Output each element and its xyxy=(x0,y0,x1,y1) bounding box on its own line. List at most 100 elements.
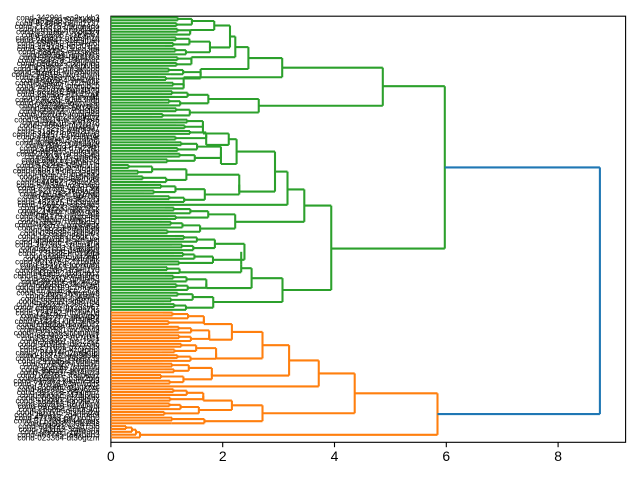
svg-text:cond-318699-o7y22t1t: cond-318699-o7y22t1t xyxy=(20,144,101,153)
svg-text:cond-966851-zgli4upa: cond-966851-zgli4upa xyxy=(20,428,100,437)
svg-text:cond-552312-qmljel53: cond-552312-qmljel53 xyxy=(20,274,100,283)
svg-text:cond-422535-7sfqm9ri: cond-422535-7sfqm9ri xyxy=(20,362,100,371)
svg-text:cond-778528-li16dh7j: cond-778528-li16dh7j xyxy=(23,360,100,369)
svg-text:cond-474517-ejoz9xfz: cond-474517-ejoz9xfz xyxy=(21,209,100,218)
svg-text:cond-421993-pd7oodg0: cond-421993-pd7oodg0 xyxy=(15,414,101,423)
svg-text:cond-906594-bfobrcl4: cond-906594-bfobrcl4 xyxy=(22,158,100,167)
svg-text:cond-439533-qigct2cx: cond-439533-qigct2cx xyxy=(21,204,100,213)
svg-text:cond-482175-t1q3tmy4: cond-482175-t1q3tmy4 xyxy=(17,198,100,207)
svg-text:cond-482477-hbpkt9a9: cond-482477-hbpkt9a9 xyxy=(17,169,100,178)
svg-text:cond-313678-p452bfso: cond-313678-p452bfso xyxy=(17,127,100,136)
svg-text:cond-583132-p5bx9x39: cond-583132-p5bx9x39 xyxy=(16,354,101,363)
svg-text:cond-527111-f1gxi9d9: cond-527111-f1gxi9d9 xyxy=(21,243,100,252)
svg-text:cond-492519-jwtzift9: cond-492519-jwtzift9 xyxy=(26,292,100,301)
svg-text:6: 6 xyxy=(442,448,450,464)
svg-text:cond-997995-uj2e42tr: cond-997995-uj2e42tr xyxy=(21,277,100,286)
svg-text:cond-733221-sg687cvi: cond-733221-sg687cvi xyxy=(19,297,100,306)
svg-text:cond-236231-00v830dn: cond-236231-00v830dn xyxy=(15,96,100,105)
svg-text:cond-075273-wqvrr9a7: cond-075273-wqvrr9a7 xyxy=(17,124,100,133)
svg-text:cond-824896-n8mtzx27: cond-824896-n8mtzx27 xyxy=(16,19,101,28)
svg-text:cond-598262-ctxcwnpg: cond-598262-ctxcwnpg xyxy=(17,59,100,68)
svg-text:cond-593174-0hicct5h: cond-593174-0hicct5h xyxy=(20,215,99,224)
svg-text:cond-319314-hcw81xe6: cond-319314-hcw81xe6 xyxy=(14,116,100,125)
svg-text:cond-804436-u322n64k: cond-804436-u322n64k xyxy=(15,79,101,88)
svg-text:cond-897028-n9u47yul: cond-897028-n9u47yul xyxy=(18,402,100,411)
svg-text:cond-133387-i1lr3pe2: cond-133387-i1lr3pe2 xyxy=(22,30,100,39)
svg-text:cond-342901-ca2xvkb3: cond-342901-ca2xvkb3 xyxy=(16,13,100,22)
svg-text:cond-004991-vs3875i6: cond-004991-vs3875i6 xyxy=(18,422,100,431)
svg-text:cond-743152-3qlavsml: cond-743152-3qlavsml xyxy=(19,425,100,434)
svg-text:cond-738347-mx23sy67: cond-738347-mx23sy67 xyxy=(14,303,100,312)
svg-text:cond-406088-mx1evuht: cond-406088-mx1evuht xyxy=(16,73,101,82)
svg-text:cond-367365-3z0gu1uq: cond-367365-3z0gu1uq xyxy=(15,240,100,249)
svg-text:cond-047277-afbqnj97: cond-047277-afbqnj97 xyxy=(20,314,101,323)
svg-text:cond-713315-b9ooaedo: cond-713315-b9ooaedo xyxy=(15,22,101,31)
svg-text:cond-024455-aljzejbf: cond-024455-aljzejbf xyxy=(25,252,100,261)
svg-text:cond-353462-t3uea3ge: cond-353462-t3uea3ge xyxy=(17,45,100,54)
svg-text:cond-998679-9c2mu46j: cond-998679-9c2mu46j xyxy=(16,283,100,292)
svg-text:2: 2 xyxy=(219,448,227,464)
svg-text:0: 0 xyxy=(107,448,115,464)
svg-text:cond-874296-5f4w0vug: cond-874296-5f4w0vug xyxy=(16,161,100,170)
svg-text:cond-007661-52efujei: cond-007661-52efujei xyxy=(22,235,100,244)
svg-text:cond-731585-hro199br: cond-731585-hro199br xyxy=(18,249,100,258)
svg-text:cond-937346-5byvzk3i: cond-937346-5byvzk3i xyxy=(19,101,100,110)
svg-text:cond-851656-dstwg6nj: cond-851656-dstwg6nj xyxy=(19,246,100,255)
svg-text:cond-685361-xobugvji: cond-685361-xobugvji xyxy=(21,311,100,320)
svg-text:cond-258815-p3hr2pjg: cond-258815-p3hr2pjg xyxy=(19,374,100,383)
svg-text:cond-838425-epxsk28t: cond-838425-epxsk28t xyxy=(18,47,100,56)
svg-text:cond-048175-qyxgo4b9: cond-048175-qyxgo4b9 xyxy=(16,212,101,221)
svg-text:cond-928451-fust21k2: cond-928451-fust21k2 xyxy=(20,337,100,346)
svg-text:cond-586923-kl0blv0p: cond-586923-kl0blv0p xyxy=(21,62,100,71)
svg-text:cond-791769-my5zpjag: cond-791769-my5zpjag xyxy=(16,84,100,93)
svg-text:cond-256746-9c3fuquh: cond-256746-9c3fuquh xyxy=(17,164,99,173)
svg-text:cond-463745-taqxpdh3: cond-463745-taqxpdh3 xyxy=(17,431,100,440)
svg-text:cond-396907-8st4pzt3: cond-396907-8st4pzt3 xyxy=(20,368,100,377)
svg-text:cond-117758-g26oc7t3: cond-117758-g26oc7t3 xyxy=(18,232,100,241)
svg-text:cond-937452-hktgbtyz: cond-937452-hktgbtyz xyxy=(20,113,99,122)
svg-text:cond-214562-mi8x76rk: cond-214562-mi8x76rk xyxy=(18,206,101,215)
svg-text:cond-053100-pmbjpi4h: cond-053100-pmbjpi4h xyxy=(18,110,100,119)
svg-text:cond-437575-9rsh8yzw: cond-437575-9rsh8yzw xyxy=(16,408,99,417)
svg-text:cond-294019-1wu16hym: cond-294019-1wu16hym xyxy=(12,70,100,79)
svg-text:cond-230913-b2u0j0n0: cond-230913-b2u0j0n0 xyxy=(17,399,100,408)
svg-text:cond-431713-bdvpine9: cond-431713-bdvpine9 xyxy=(18,223,100,232)
svg-text:cond-365414-w6z8vbhq: cond-365414-w6z8vbhq xyxy=(14,67,99,76)
svg-text:cond-516940-4qod4k7y: cond-516940-4qod4k7y xyxy=(16,397,100,406)
svg-text:cond-400842-5gas442v: cond-400842-5gas442v xyxy=(16,138,100,147)
svg-text:cond-498182-jkvcbfcq: cond-498182-jkvcbfcq xyxy=(21,365,99,374)
svg-text:cond-297021-pxxycj2x: cond-297021-pxxycj2x xyxy=(20,343,100,352)
svg-text:cond-570596-rdezx6kb: cond-570596-rdezx6kb xyxy=(18,340,100,349)
svg-text:cond-098050-d467kd6f: cond-098050-d467kd6f xyxy=(17,39,100,48)
svg-text:cond-493618-ojrjedkt: cond-493618-ojrjedkt xyxy=(24,152,100,161)
svg-text:cond-634957-97w19vw3: cond-634957-97w19vw3 xyxy=(12,130,100,139)
svg-text:cond-846564-9im0yltz: cond-846564-9im0yltz xyxy=(21,76,100,85)
svg-text:cond-270289-vg2g73aj: cond-270289-vg2g73aj xyxy=(18,184,100,193)
svg-text:cond-518888-9by4cyxq: cond-518888-9by4cyxq xyxy=(16,323,99,332)
svg-text:cond-543039-ff5e8ii4: cond-543039-ff5e8ii4 xyxy=(25,16,101,25)
svg-text:4: 4 xyxy=(331,448,339,464)
svg-text:cond-836675-kxtufdjk: cond-836675-kxtufdjk xyxy=(23,255,100,264)
svg-text:cond-980841-iqhg9jrs: cond-980841-iqhg9jrs xyxy=(22,50,99,59)
svg-text:cond-240415-2q4nm8r9: cond-240415-2q4nm8r9 xyxy=(14,411,100,420)
svg-text:cond-623924-d4x9g7hs: cond-623924-d4x9g7hs xyxy=(16,306,100,315)
svg-text:cond-810801-pk054nzd: cond-810801-pk054nzd xyxy=(16,33,100,42)
svg-text:cond-614978-tcozdant: cond-614978-tcozdant xyxy=(20,260,100,269)
svg-text:cond-554665-dvevg9ys: cond-554665-dvevg9ys xyxy=(16,289,99,298)
svg-text:cond-797480-g1iqxzxc: cond-797480-g1iqxzxc xyxy=(19,382,100,391)
svg-text:cond-816453-vke6h76m: cond-816453-vke6h76m xyxy=(13,272,100,281)
svg-text:cond-675339-yo0cu4yy: cond-675339-yo0cu4yy xyxy=(16,181,99,190)
svg-text:cond-020539-ublqdi07: cond-020539-ublqdi07 xyxy=(20,229,100,238)
svg-text:cond-405377-pxgx8wdz: cond-405377-pxgx8wdz xyxy=(15,221,100,230)
svg-text:cond-124782-1fo2wb0d: cond-124782-1fo2wb0d xyxy=(16,309,100,318)
svg-text:cond-747016-63pnwdds: cond-747016-63pnwdds xyxy=(14,379,100,388)
svg-text:cond-324451-a51liy8o: cond-324451-a51liy8o xyxy=(20,263,100,272)
svg-text:cond-935348-5qdf1rca: cond-935348-5qdf1rca xyxy=(19,53,100,62)
svg-text:cond-632870-9ph3i379: cond-632870-9ph3i379 xyxy=(17,87,100,96)
svg-text:cond-416052-3xf1gp1z: cond-416052-3xf1gp1z xyxy=(18,269,100,278)
svg-text:cond-136959-ssbzrad5: cond-136959-ssbzrad5 xyxy=(18,201,100,210)
svg-text:cond-444313-uh8lmn4r: cond-444313-uh8lmn4r xyxy=(17,133,100,142)
svg-text:cond-571208-k044msus: cond-571208-k044msus xyxy=(14,416,100,425)
svg-text:cond-990913-nqfkpl9e: cond-990913-nqfkpl9e xyxy=(20,147,100,156)
svg-text:cond-393352-arji8qlh: cond-393352-arji8qlh xyxy=(24,226,99,235)
